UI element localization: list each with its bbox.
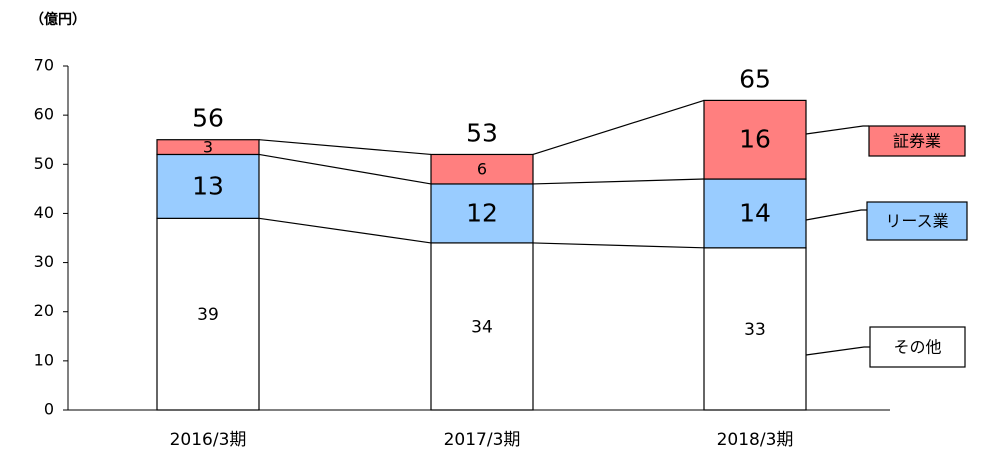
connector bbox=[258, 139, 432, 156]
bar-segment bbox=[430, 242, 534, 411]
connector bbox=[532, 99, 705, 156]
y-tick-label: 20 bbox=[34, 301, 54, 320]
legend-label: その他 bbox=[893, 338, 941, 357]
y-tick-label: 50 bbox=[34, 154, 54, 173]
total-label: 53 bbox=[466, 118, 498, 147]
legend-label: 証券業 bbox=[893, 132, 941, 151]
legend-label: リース業 bbox=[885, 212, 948, 231]
legend-box bbox=[868, 125, 966, 157]
value-label: 13 bbox=[192, 171, 224, 200]
value-label: 39 bbox=[197, 305, 219, 325]
connector bbox=[258, 153, 432, 185]
bar-segment bbox=[430, 183, 534, 244]
total-label: 56 bbox=[192, 104, 224, 133]
bar-segment bbox=[703, 178, 807, 249]
connector bbox=[258, 217, 432, 244]
y-tick-label: 30 bbox=[34, 252, 54, 271]
bar-segment bbox=[156, 153, 260, 219]
connector bbox=[532, 178, 705, 185]
y-tick-label: 10 bbox=[34, 350, 54, 369]
y-tick-label: 60 bbox=[34, 105, 54, 124]
x-tick-label: 2018/3期 bbox=[717, 430, 794, 450]
y-tick-label: 0 bbox=[44, 400, 54, 419]
value-label: 3 bbox=[203, 138, 213, 157]
y-tick-label: 70 bbox=[34, 56, 54, 75]
legend-box bbox=[869, 326, 966, 368]
value-label: 34 bbox=[471, 317, 493, 337]
bar-segment bbox=[156, 139, 260, 156]
unit-label: （億円） bbox=[30, 11, 86, 28]
value-label: 16 bbox=[739, 125, 771, 154]
bar-segment bbox=[703, 247, 807, 411]
value-label: 6 bbox=[477, 160, 487, 179]
bar-segment bbox=[430, 153, 534, 185]
y-tick-label: 40 bbox=[34, 203, 54, 222]
total-label: 65 bbox=[739, 64, 771, 93]
legend-leader bbox=[805, 346, 870, 356]
x-tick-label: 2017/3期 bbox=[444, 430, 521, 450]
value-label: 12 bbox=[466, 198, 498, 227]
value-label: 33 bbox=[744, 320, 766, 340]
connector bbox=[532, 242, 705, 249]
x-tick-label: 2016/3期 bbox=[170, 430, 247, 450]
legend-leader bbox=[805, 209, 867, 221]
value-label: 14 bbox=[739, 198, 771, 227]
legend-box bbox=[866, 201, 968, 241]
legend-leader bbox=[805, 125, 869, 135]
bar-segment bbox=[703, 99, 807, 180]
